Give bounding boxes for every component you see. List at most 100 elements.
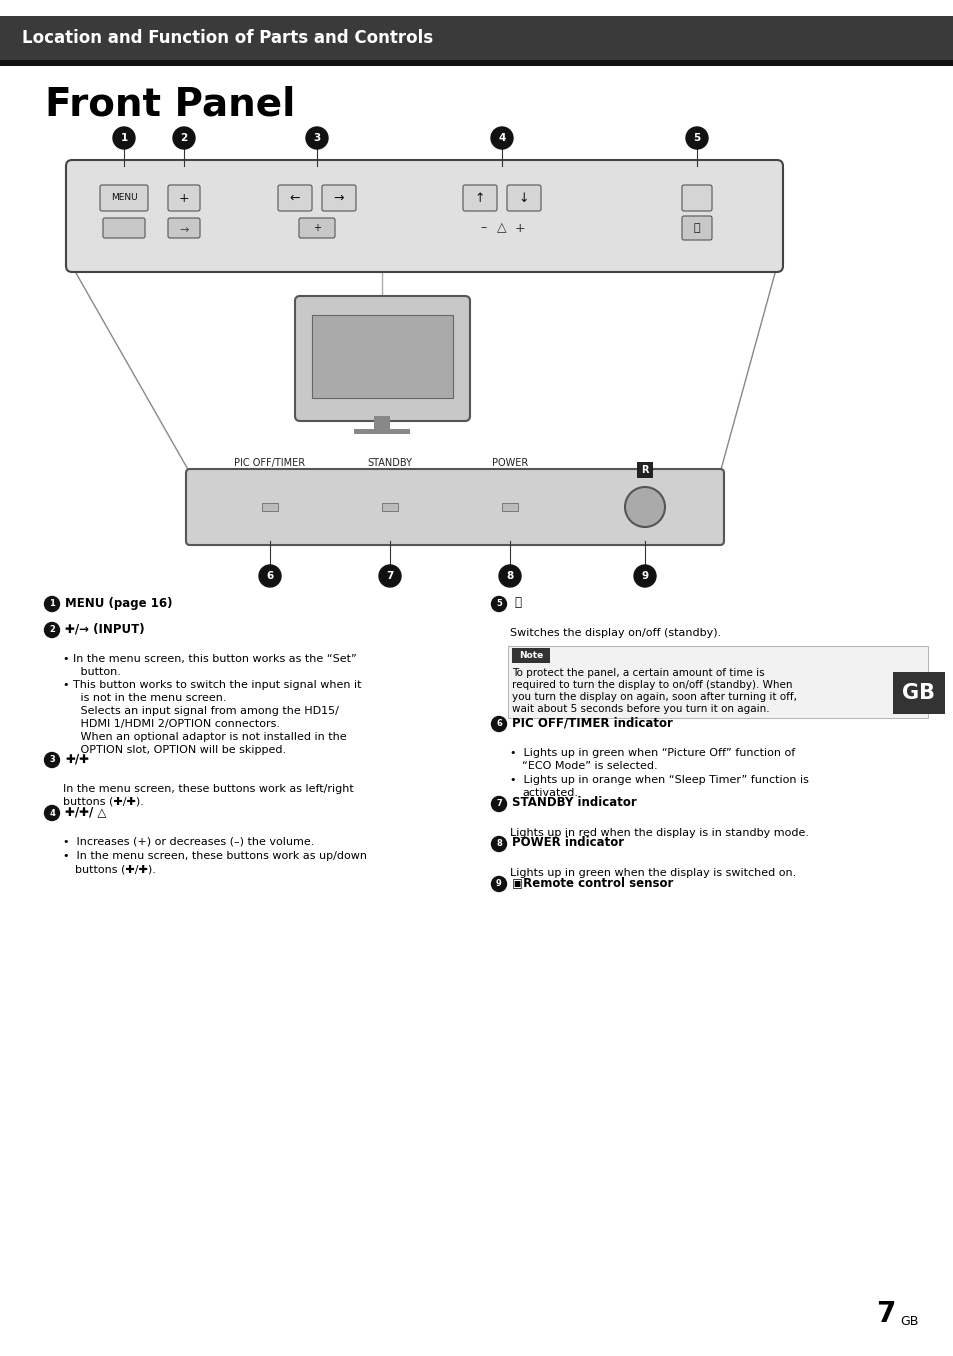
Text: you turn the display on again, soon after turning it off,: you turn the display on again, soon afte… [512,692,796,702]
Bar [507,645,927,717]
Text: •  In the menu screen, these buttons work as up/down: • In the menu screen, these buttons work… [63,852,367,861]
Text: –: – [480,221,487,235]
Text: 9: 9 [496,880,501,888]
FancyBboxPatch shape [168,218,200,239]
Circle shape [45,622,59,637]
Circle shape [634,565,656,587]
Text: Location and Function of Parts and Controls: Location and Function of Parts and Contr… [22,28,433,47]
Text: Front Panel: Front Panel [45,85,295,123]
Text: ▣Remote control sensor: ▣Remote control sensor [512,876,673,890]
Circle shape [491,837,506,852]
Bar [381,503,397,511]
Text: Lights up in red when the display is in standby mode.: Lights up in red when the display is in … [510,829,808,838]
Text: PIC OFF/TIMER indicator: PIC OFF/TIMER indicator [512,716,672,730]
Text: 3: 3 [49,755,55,765]
Text: POWER indicator: POWER indicator [512,837,623,849]
Text: ✚/✚/ △: ✚/✚/ △ [65,805,107,819]
FancyBboxPatch shape [681,184,711,212]
Text: 8: 8 [496,839,501,849]
Circle shape [258,565,281,587]
Text: 6: 6 [496,720,501,728]
Bar [0,60,953,66]
Text: MENU: MENU [111,194,137,202]
FancyBboxPatch shape [66,160,782,273]
Text: 4: 4 [497,133,505,142]
Bar [637,462,652,479]
Text: 4: 4 [49,808,55,818]
Text: 9: 9 [640,571,648,580]
FancyBboxPatch shape [681,216,711,240]
FancyBboxPatch shape [168,184,200,212]
Bar [312,315,453,399]
Bar [0,16,953,60]
Circle shape [378,565,400,587]
Circle shape [172,127,194,149]
Text: “ECO Mode” is selected.: “ECO Mode” is selected. [521,761,657,772]
Bar [892,673,944,715]
FancyBboxPatch shape [294,296,470,420]
FancyBboxPatch shape [186,469,723,545]
Text: required to turn the display to on/off (standby). When: required to turn the display to on/off (… [512,679,792,690]
Text: GB: GB [899,1315,918,1328]
Bar [262,503,277,511]
Text: When an optional adaptor is not installed in the: When an optional adaptor is not installe… [63,732,346,742]
Text: +: + [313,222,320,233]
Text: In the menu screen, these buttons work as left/right: In the menu screen, these buttons work a… [63,784,354,795]
FancyBboxPatch shape [277,184,312,212]
Bar [355,428,410,434]
Text: △: △ [497,221,506,235]
Circle shape [45,753,59,767]
Text: →: → [334,191,344,205]
Text: ←: ← [290,191,300,205]
Text: R: R [640,465,648,475]
Circle shape [45,597,59,612]
Text: •  Increases (+) or decreases (–) the volume.: • Increases (+) or decreases (–) the vol… [63,837,314,848]
Text: 1: 1 [120,133,128,142]
Text: 5: 5 [496,599,501,609]
Text: 7: 7 [386,571,394,580]
Text: •  Lights up in green when “Picture Off” function of: • Lights up in green when “Picture Off” … [510,749,795,758]
FancyBboxPatch shape [322,184,355,212]
Text: buttons (✚/✚).: buttons (✚/✚). [75,864,155,875]
Text: POWER: POWER [492,458,528,468]
Text: • This button works to switch the input signal when it: • This button works to switch the input … [63,679,361,690]
Circle shape [498,565,520,587]
Text: OPTION slot, OPTION will be skipped.: OPTION slot, OPTION will be skipped. [63,744,286,755]
Text: STANDBY: STANDBY [367,458,412,468]
Text: To protect the panel, a certain amount of time is: To protect the panel, a certain amount o… [512,669,763,678]
Circle shape [491,876,506,891]
Text: 7: 7 [875,1300,895,1328]
Text: Note: Note [518,651,542,659]
Text: ⏻: ⏻ [514,597,520,609]
Circle shape [491,597,506,612]
Text: 2: 2 [49,625,55,635]
Text: →: → [179,225,189,235]
Circle shape [685,127,707,149]
Text: MENU (page 16): MENU (page 16) [65,597,172,609]
Circle shape [491,796,506,811]
Bar [375,416,390,430]
FancyBboxPatch shape [100,184,148,212]
Circle shape [45,805,59,820]
FancyBboxPatch shape [298,218,335,239]
FancyBboxPatch shape [506,184,540,212]
Text: 5: 5 [693,133,700,142]
FancyBboxPatch shape [103,218,145,239]
Text: •  Lights up in orange when “Sleep Timer” function is: • Lights up in orange when “Sleep Timer”… [510,776,808,785]
Text: ↓: ↓ [518,191,529,205]
Text: HDMI 1/HDMI 2/OPTION connectors.: HDMI 1/HDMI 2/OPTION connectors. [63,719,280,730]
Circle shape [491,127,513,149]
Bar [501,503,517,511]
Text: Switches the display on/off (standby).: Switches the display on/off (standby). [510,628,720,639]
Text: ↑: ↑ [475,191,485,205]
Text: +: + [515,221,525,235]
Text: +: + [178,191,189,205]
Text: 7: 7 [496,800,501,808]
Text: Selects an input signal from among the HD15/: Selects an input signal from among the H… [63,706,338,716]
Bar [512,648,550,663]
Text: • In the menu screen, this button works as the “Set”: • In the menu screen, this button works … [63,654,356,664]
Text: ✚/✚: ✚/✚ [65,753,89,766]
Text: PIC OFF/TIMER: PIC OFF/TIMER [234,458,305,468]
Text: activated.: activated. [521,788,578,797]
Text: 6: 6 [266,571,274,580]
